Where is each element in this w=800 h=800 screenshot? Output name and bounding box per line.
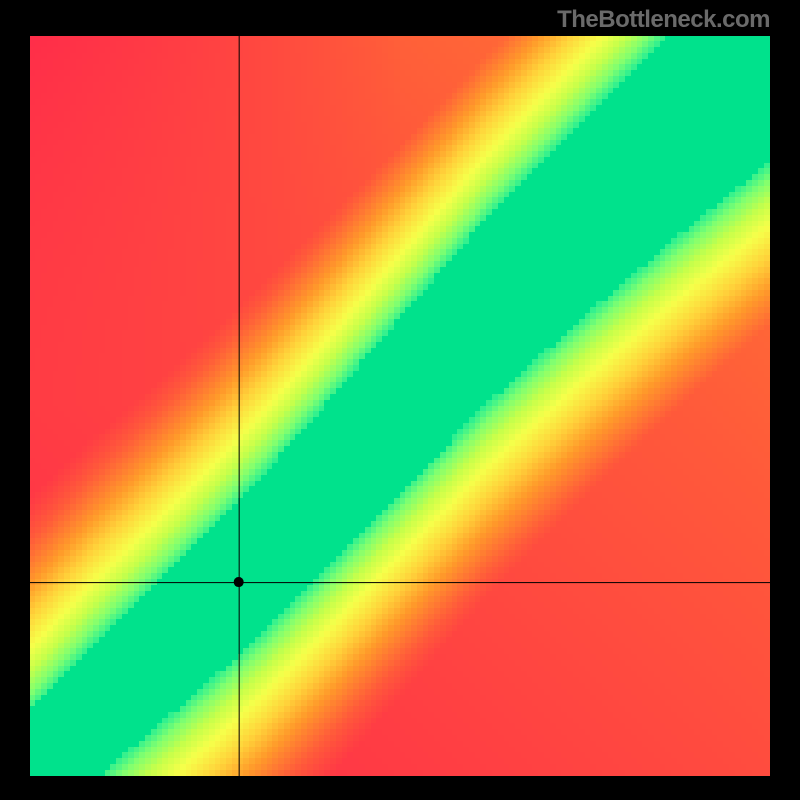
chart-container: TheBottleneck.com: [0, 0, 800, 800]
plot-frame: [30, 36, 770, 776]
heatmap-canvas: [30, 36, 770, 776]
watermark-text: TheBottleneck.com: [557, 6, 770, 34]
